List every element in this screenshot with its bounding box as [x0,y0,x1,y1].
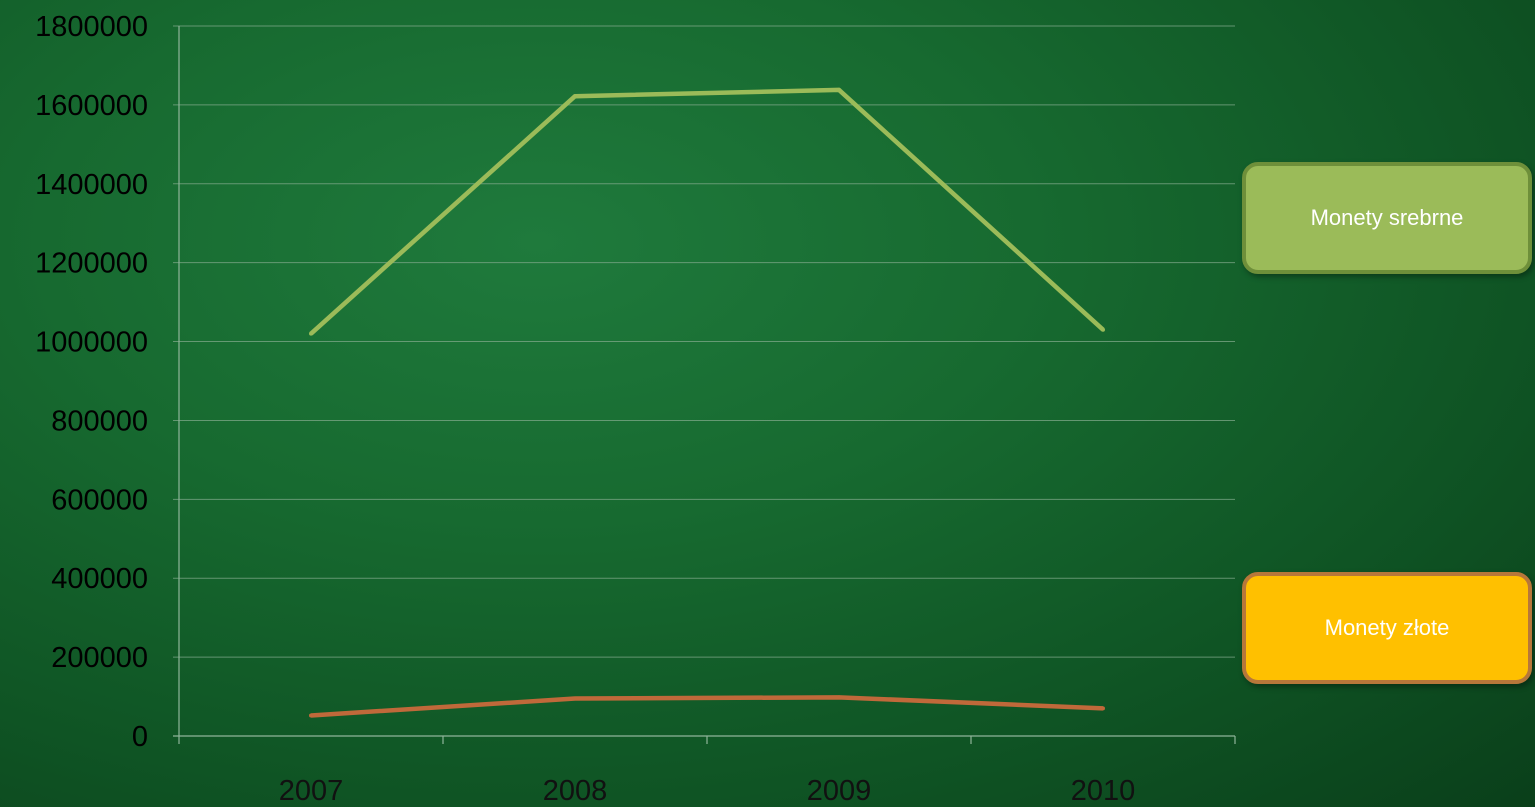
series-line-0 [311,90,1103,334]
legend-item-silver-coins: Monety srebrne [1242,162,1532,274]
data-point-series-0 [573,94,577,98]
y-tick-label: 1600000 [35,90,148,122]
y-tick-label: 1400000 [35,169,148,201]
data-point-series-0 [837,88,841,92]
series-line-1 [311,697,1103,715]
data-point-series-1 [1101,706,1105,710]
y-tick-label: 600000 [51,484,148,516]
y-tick-label: 800000 [51,405,148,437]
y-tick-label: 1200000 [35,248,148,280]
data-point-series-1 [837,695,841,699]
x-axis-tick-labels: 2007 2008 2009 2010 [279,775,1136,807]
y-tick-label: 200000 [51,642,148,674]
data-point-series-0 [309,332,313,336]
y-axis-tick-labels: 0 200000 400000 600000 800000 1000000 1200000 1… [35,11,148,753]
legend-label-silver-coins: Monety srebrne [1311,205,1464,231]
y-tick-label: 400000 [51,563,148,595]
gridlines [173,26,1235,657]
legend-item-gold-coins: Monety złote [1242,572,1532,684]
y-tick-label: 1800000 [35,11,148,43]
x-tick-label: 2010 [1071,775,1136,807]
x-tick-label: 2008 [543,775,608,807]
data-point-series-1 [309,713,313,717]
series-lines [309,88,1105,718]
x-tick-label: 2007 [279,775,344,807]
legend-label-gold-coins: Monety złote [1325,615,1450,641]
data-point-series-1 [573,697,577,701]
y-tick-label: 1000000 [35,327,148,359]
y-tick-label: 0 [132,721,148,753]
axes [173,26,1235,744]
data-point-series-0 [1101,328,1105,332]
x-tick-label: 2009 [807,775,872,807]
